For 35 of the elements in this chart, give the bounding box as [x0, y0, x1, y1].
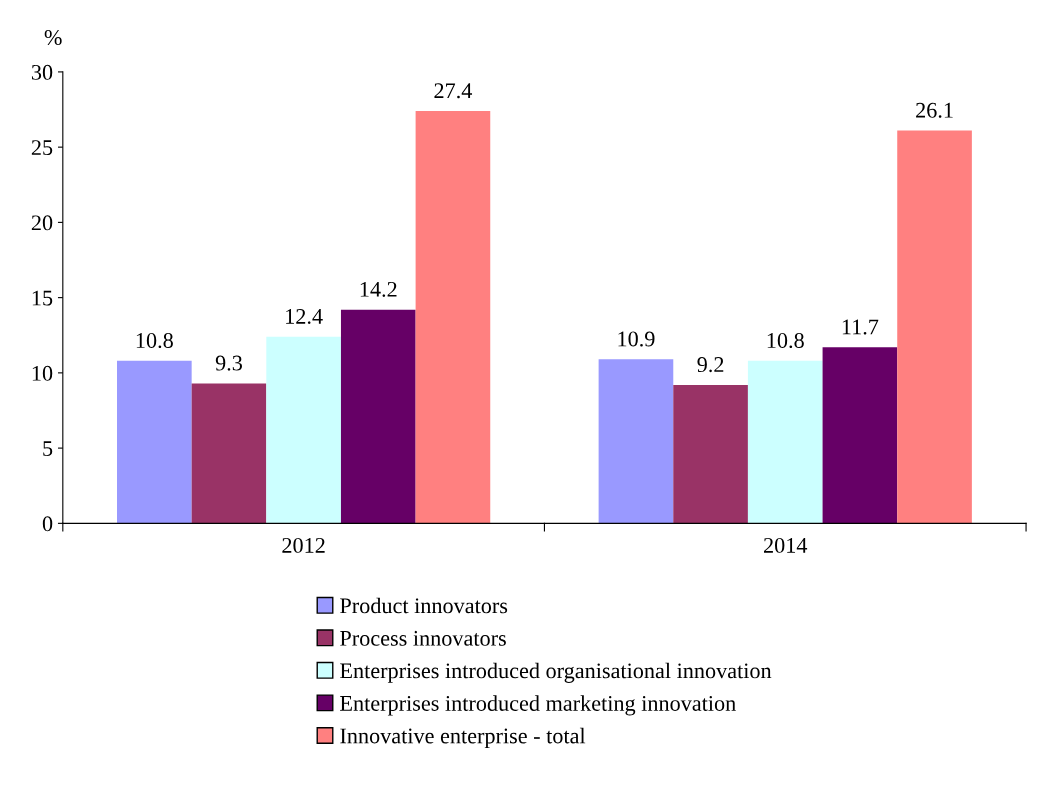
y-axis-title: %: [44, 30, 62, 46]
bar: [415, 111, 491, 524]
data-label: 9.2: [697, 357, 724, 373]
bar: [191, 383, 267, 524]
y-tick-label: 5: [43, 441, 53, 457]
legend-label: Enterprises introduced marketing innovation: [340, 695, 736, 716]
x-tick-label: 2012: [282, 537, 325, 553]
data-label: 11.7: [842, 319, 879, 335]
bar: [266, 336, 341, 524]
bar: [598, 359, 674, 524]
y-tick-label: 15: [32, 290, 53, 306]
bar: [822, 347, 898, 524]
data-label: 12.4: [286, 308, 323, 324]
legend-label: Innovative enterprise - total: [340, 727, 586, 748]
legend-label: Product innovators: [340, 597, 508, 614]
data-label: 10.8: [136, 332, 173, 349]
y-tick-label: 20: [31, 215, 53, 231]
y-tick-label: 0: [42, 516, 53, 532]
data-label: 27.4: [434, 83, 473, 99]
x-tick-label: 2014: [764, 537, 808, 553]
data-label: 26.1: [916, 102, 953, 118]
legend-label: Process innovators: [340, 630, 506, 646]
y-tick-label: 30: [31, 64, 53, 80]
bar: [747, 360, 823, 524]
legend-label: Enterprises introduced organisational innovation: [340, 662, 772, 683]
data-label: 10.9: [618, 331, 655, 347]
bar: [673, 384, 748, 524]
bar: [117, 360, 192, 524]
y-tick-label: 10: [32, 365, 53, 381]
data-label: 14.2: [360, 281, 397, 297]
bar: [897, 130, 972, 524]
bar: [340, 309, 416, 524]
data-label: 9.3: [215, 355, 242, 371]
y-tick-label: 25: [31, 140, 53, 156]
data-label: 10.8: [767, 332, 804, 349]
